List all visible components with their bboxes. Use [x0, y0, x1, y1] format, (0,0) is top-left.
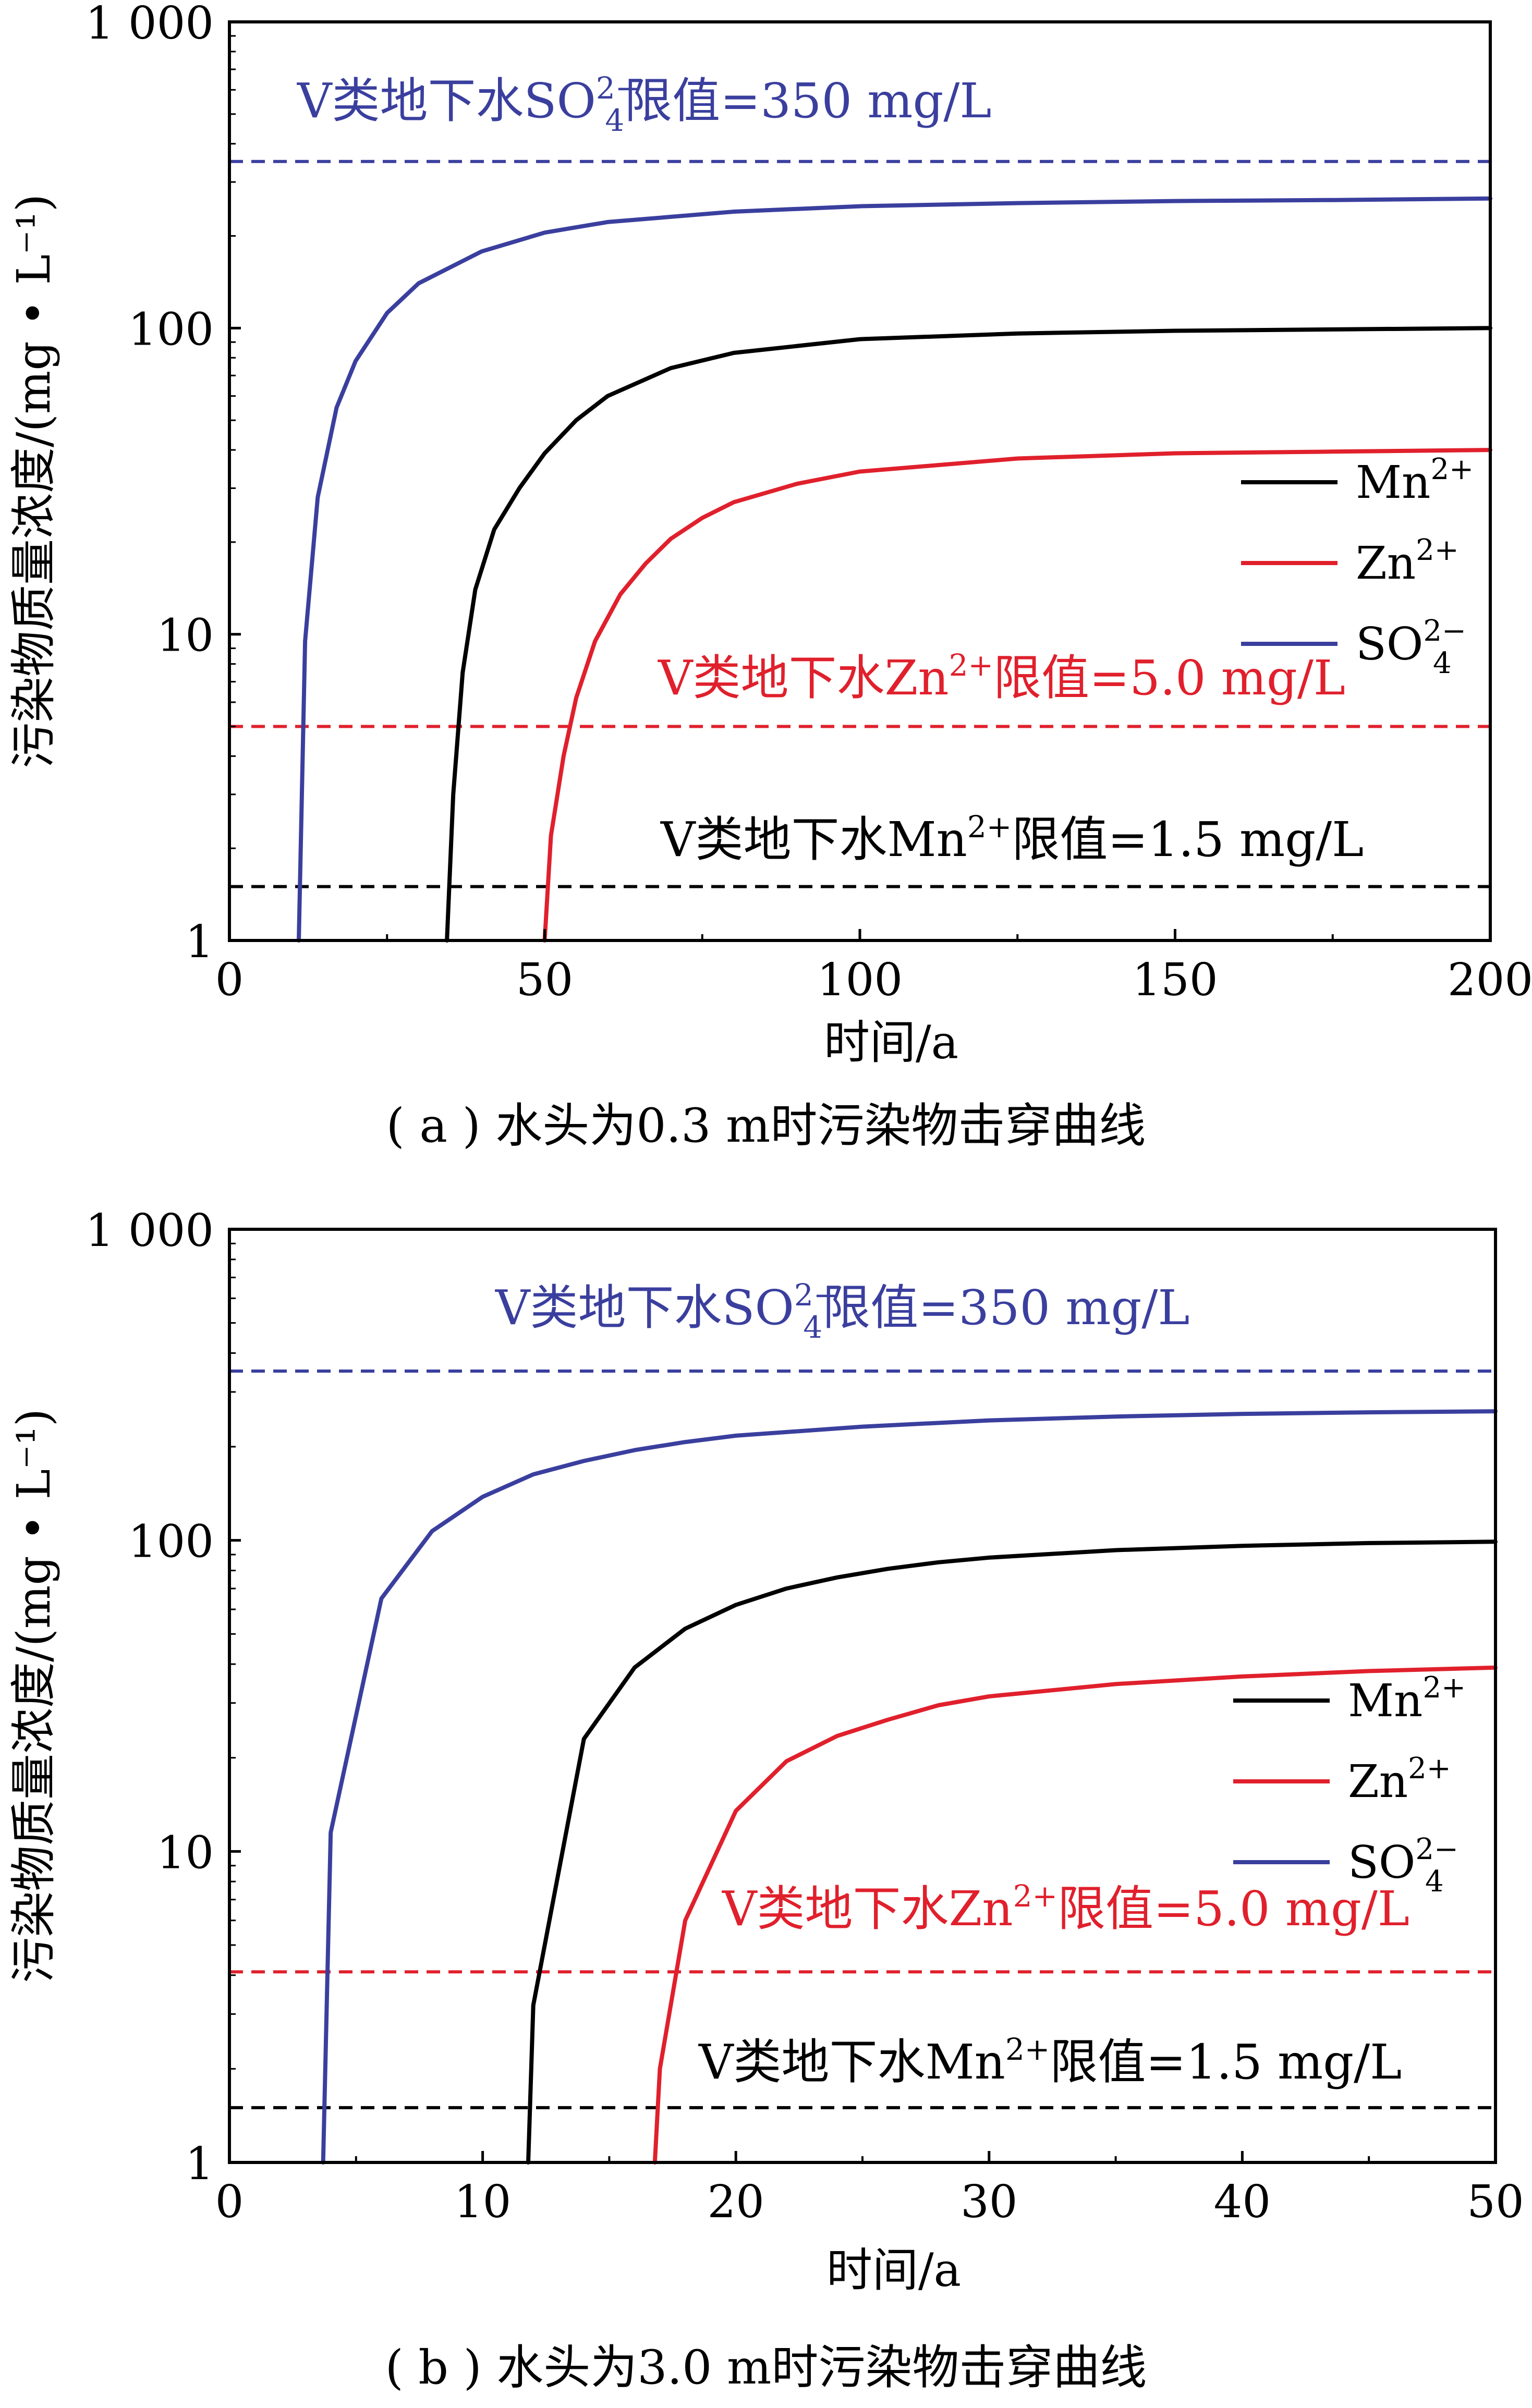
x-axis-title: 时间/a [826, 2243, 961, 2297]
panel-caption: ( b ) 水头为3.0 m时污染物击穿曲线 [385, 2340, 1147, 2395]
legend-superscript: 2− [1423, 614, 1466, 648]
annotation-text: V类地下水Zn [722, 1881, 1013, 1937]
x-tick-label: 0 [215, 2176, 244, 2228]
y-tick-label: 10 [157, 610, 214, 662]
legend-superscript: 2+ [1422, 1671, 1466, 1705]
x-tick-label: 0 [215, 954, 244, 1006]
series-line-zn [542, 448, 1492, 943]
y-tick-label: 100 [128, 303, 214, 356]
threshold-label-so4: V类地下水SO2− 4限值=350 mg/L [495, 1277, 1189, 1345]
series-line-zn [652, 1665, 1498, 2165]
legend-label-mn: Mn2+ [1356, 453, 1474, 509]
plot-frame [228, 1228, 1497, 2164]
series-line-mn [526, 1539, 1498, 2165]
x-tick-label: 10 [454, 2176, 511, 2228]
annotation-superscript: 2+ [949, 647, 994, 683]
x-tick-label: 30 [960, 2176, 1017, 2228]
y-tick-label: 1 [185, 916, 214, 968]
chart-panel-a: 0 50 100 150 200 1 10 100 1 000 时间/a 污染物质量浓度/(mg •… [7, 0, 1532, 1153]
legend-superscript: 2+ [1416, 533, 1459, 567]
y-tick-label: 100 [128, 1516, 214, 1568]
legend-label-mn: Mn2+ [1348, 1671, 1466, 1727]
panel-caption: ( a ) 水头为0.3 m时污染物击穿曲线 [386, 1098, 1146, 1153]
annotation-superscript: 2− [794, 1277, 839, 1313]
x-tick-label: 50 [516, 954, 573, 1006]
y-tick-label: 1 000 [86, 1205, 214, 1257]
annotation-text: V类地下水SO [495, 1280, 794, 1336]
legend-text: SO [1356, 618, 1423, 670]
legend-text: SO [1348, 1837, 1415, 1889]
x-tick-label: 20 [707, 2176, 764, 2228]
series-line-so4 [297, 196, 1492, 943]
x-tick-label: 40 [1214, 2176, 1271, 2228]
legend-superscript: 2+ [1408, 1752, 1451, 1786]
legend-subscript: 4 [1433, 646, 1452, 680]
x-tick-label: 50 [1467, 2176, 1524, 2228]
annotation-superscript: 2− [596, 70, 641, 106]
legend-subscript: 4 [1425, 1865, 1444, 1899]
threshold-label-mn: V类地下水Mn2+限值=1.5 mg/L [660, 809, 1364, 867]
legend-label-zn: Zn2+ [1348, 1752, 1451, 1808]
threshold-label-zn: V类地下水Zn2+限值=5.0 mg/L [658, 647, 1345, 706]
legend-text: Zn [1356, 537, 1416, 590]
annotation-text: V类地下水SO [297, 73, 596, 129]
threshold-label-so4: V类地下水SO2− 4限值=350 mg/L [297, 70, 991, 138]
x-tick-label: 150 [1132, 954, 1218, 1006]
annotation-text: V类地下水Mn [698, 2034, 1005, 2090]
threshold-label-mn: V类地下水Mn2+限值=1.5 mg/L [698, 2032, 1402, 2090]
annotation-text: 限值=350 mg/L [822, 1280, 1189, 1336]
threshold-label-zn: V类地下水Zn2+限值=5.0 mg/L [722, 1878, 1409, 1937]
legend-text: Mn [1356, 457, 1430, 509]
annotation-text: V类地下水Zn [658, 650, 949, 706]
y-tick-label: 1 000 [86, 0, 214, 50]
y-tick-label: 1 [185, 2138, 214, 2190]
y-axis-title: 污染物质量浓度/(mg • L⁻¹) [7, 194, 60, 768]
legend: Mn2+Zn2+SO2− 4 [1233, 1671, 1466, 1899]
annotation-text: 限值=5.0 mg/L [1057, 1881, 1409, 1937]
annotation-subscript: 4 [803, 1310, 822, 1345]
annotation-text: 限值=1.5 mg/L [1012, 812, 1364, 867]
legend-label-zn: Zn2+ [1356, 533, 1459, 590]
annotation-text: V类地下水Mn [660, 812, 967, 867]
annotation-text: 限值=350 mg/L [624, 73, 991, 129]
legend-label-so4: SO2− 4 [1348, 1832, 1458, 1899]
annotation-superscript: 2+ [967, 809, 1012, 845]
annotation-superscript: 2+ [1013, 1878, 1058, 1914]
series-line-mn [445, 326, 1492, 943]
chart-panel-b: 0 10 20 30 40 50 1 10 100 1 000 时间/a 污染物质量浓度/(mg • … [7, 1205, 1524, 2395]
annotation-text: 限值=1.5 mg/L [1050, 2034, 1402, 2090]
series-line-so4 [321, 1409, 1498, 2165]
legend-text: Zn [1348, 1756, 1408, 1808]
x-tick-label: 200 [1448, 954, 1532, 1006]
legend-superscript: 2− [1415, 1832, 1458, 1866]
legend-text: Mn [1348, 1675, 1422, 1727]
legend: Mn2+Zn2+SO2− 4 [1241, 453, 1474, 680]
x-axis-title: 时间/a [824, 1016, 958, 1069]
annotation-text: 限值=5.0 mg/L [993, 650, 1345, 706]
annotation-superscript: 2+ [1005, 2032, 1050, 2067]
annotation-subscript: 4 [605, 103, 624, 138]
y-tick-label: 10 [157, 1827, 214, 1879]
legend-label-so4: SO2− 4 [1356, 614, 1466, 680]
legend-superscript: 2+ [1430, 453, 1474, 486]
x-tick-label: 100 [817, 954, 903, 1006]
y-axis-title: 污染物质量浓度/(mg • L⁻¹) [7, 1409, 60, 1983]
